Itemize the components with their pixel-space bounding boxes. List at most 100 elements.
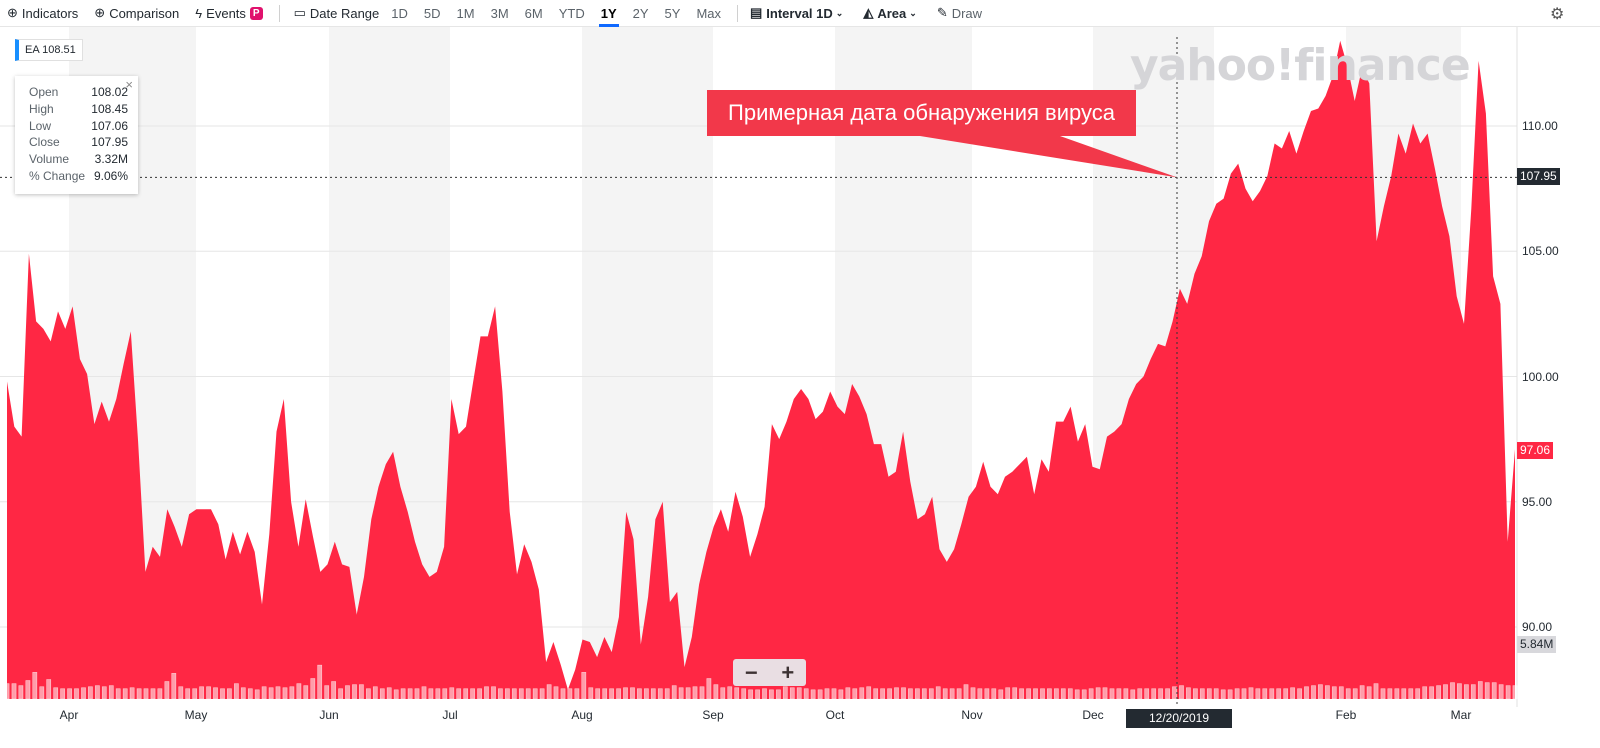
volume-bar [776,689,781,700]
volume-bar [859,687,865,700]
volume-bar [53,687,59,700]
interval-dropdown[interactable]: ▤ Interval 1D ⌄ [750,0,847,27]
volume-bar [880,688,885,700]
zoom-out-button[interactable]: − [744,659,758,685]
range-5d[interactable]: 5D [423,5,441,21]
volume-bar [282,687,288,700]
indicators-button[interactable]: ⊕ Indicators [7,0,78,27]
range-1y[interactable]: 1Y [593,0,625,27]
volume-bar [1380,688,1386,700]
volume-bar [824,688,830,700]
annotation-pointer [920,136,1177,178]
volume-bar [637,688,642,700]
close-icon[interactable]: × [125,77,133,92]
volume-bar [525,688,531,700]
volume-max: 5.84M [1520,637,1554,651]
premium-badge: P [249,6,263,20]
volume-bar [1331,686,1337,700]
high-row: High 108.45 [29,101,128,118]
volume-bar [755,689,760,700]
range-max[interactable]: Max [696,5,721,21]
volume-bar [428,688,434,700]
volume-bar [359,684,364,700]
ohlc-tooltip: × Open 108.02 High 108.45 Low 107.06 Close 1… [15,76,138,194]
volume-bar [1047,688,1052,700]
volume-bar [1338,686,1344,700]
price-chart[interactable] [0,27,1600,748]
volume-bar [407,688,413,700]
volume-bar [421,686,427,700]
comparison-button[interactable]: ⊕ Comparison [94,0,179,27]
range-5y[interactable]: 5Y [664,5,681,21]
chart-type-dropdown[interactable]: ◭ Area ⌄ [863,0,920,27]
lightning-icon: ϟ [195,5,203,21]
volume-bar [400,688,406,700]
x-tick-label: Aug [571,708,593,722]
volume-bar [1186,687,1191,700]
volume-bar [699,686,705,700]
range-1m[interactable]: 1M [456,5,475,21]
x-tick-label: Apr [59,708,79,722]
volume-bar [894,687,899,700]
volume-bar [386,687,392,700]
volume-bar [352,684,357,700]
volume-label: Volume [29,152,70,167]
volume-bar [414,688,420,700]
volume-bar [1088,688,1094,700]
volume-bar [796,687,802,700]
volume-bar [1415,688,1421,700]
range-1d[interactable]: 1D [391,5,408,21]
volume-bar [630,687,635,700]
volume-bar [741,688,747,700]
volume-bar [602,688,608,700]
ticker-label: EA 108.51 [25,44,76,56]
volume-bar [1464,684,1469,700]
volume-bar [1172,686,1177,700]
volume-bar [616,688,621,700]
annotation-text: Примерная дата обнаружения вируса [728,100,1115,125]
volume-bar [1102,687,1108,700]
volume-bar [1359,685,1365,700]
open-value: 108.02 [91,85,128,99]
ticker-legend[interactable]: EA 108.51 [15,39,83,61]
volume-bar [199,686,204,700]
events-button[interactable]: ϟ Events P [195,0,263,27]
volume-bar [1512,685,1518,700]
x-tick-label: Sep [702,708,724,722]
close-label: Close [29,135,60,150]
range-ytd[interactable]: YTD [558,5,585,21]
draw-button[interactable]: ✎ Draw [937,0,982,27]
zoom-in-button[interactable]: + [781,659,795,685]
date-range-label: Date Range [309,5,380,21]
volume-bar [88,686,93,700]
volume-bar [1040,688,1045,700]
indicators-label: Indicators [21,5,79,21]
volume-bar [623,687,628,700]
volume-bar [1450,682,1455,700]
volume-bar [39,686,45,700]
volume-bar [873,688,879,700]
volume-bar [713,684,719,700]
close-row: Close 107.95 [29,134,128,151]
crosshair-date: 12/20/2019 [1148,711,1210,725]
settings-gear-icon[interactable]: ⚙ [1550,6,1565,23]
volume-bar [963,684,969,700]
volume-bar [706,678,712,700]
volume-bar [1179,685,1184,700]
x-tick-label: Jul [442,708,458,722]
date-range-button[interactable]: ▭ Date Range [294,0,380,27]
volume-bar [171,673,177,700]
volume-bar [192,688,198,700]
draw-label: Draw [951,5,983,21]
watermark-text: yahoo!finance [1130,40,1471,91]
volume-bar [1429,686,1434,700]
comparison-label: Comparison [109,5,180,21]
volume-bars [4,664,1518,700]
range-3m[interactable]: 3M [490,5,509,21]
volume-bar [261,686,267,700]
volume-bar [345,685,350,700]
range-6m[interactable]: 6M [524,5,543,21]
volume-bar [1318,684,1323,700]
range-2y[interactable]: 2Y [632,5,649,21]
price-area-series [7,40,1515,700]
